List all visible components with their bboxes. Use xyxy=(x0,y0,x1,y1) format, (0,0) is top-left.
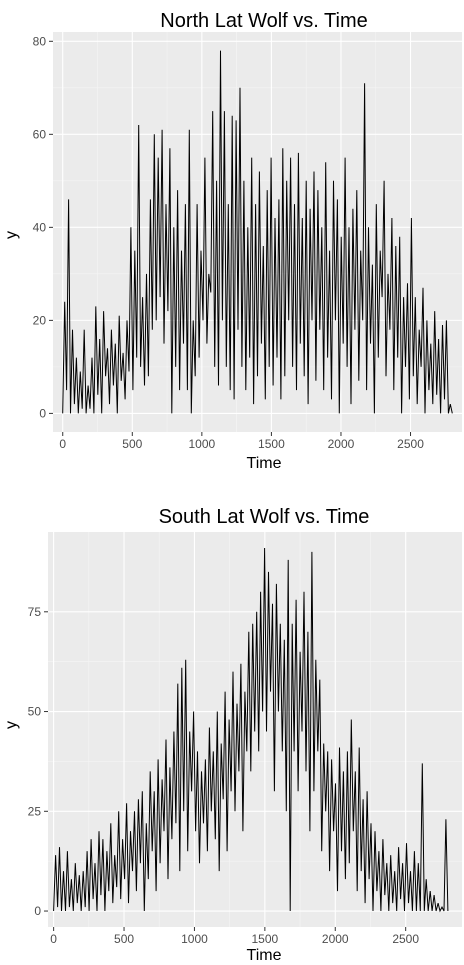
y-tick-label: 80 xyxy=(33,34,47,48)
y-tick-label: 25 xyxy=(28,804,42,818)
y-tick-label: 75 xyxy=(28,605,42,619)
x-tick-label: 1500 xyxy=(252,932,279,946)
x-tick-label: 0 xyxy=(59,437,66,451)
y-tick-label: 40 xyxy=(33,220,47,234)
x-tick-label: 2000 xyxy=(328,437,355,451)
x-axis-title: Time xyxy=(246,947,282,964)
north-lat-wolf-chart: North Lat Wolf vs. Time y Time 0 500 1000 1… xyxy=(0,0,464,482)
y-tick-label: 60 xyxy=(33,127,47,141)
series-line xyxy=(62,50,453,414)
y-tick-label: 0 xyxy=(39,406,46,420)
series-line xyxy=(53,547,449,913)
x-tick-label: 2500 xyxy=(397,437,424,451)
series-path xyxy=(62,50,453,414)
x-tick-label: 1500 xyxy=(258,437,285,451)
x-tick-label: 1000 xyxy=(181,932,208,946)
chart-title: North Lat Wolf vs. Time xyxy=(160,10,368,32)
y-tick-label: 50 xyxy=(28,705,42,719)
x-tick-label: 2500 xyxy=(392,932,419,946)
south-lat-wolf-chart: South Lat Wolf vs. Time y Time 0 500 1000 1… xyxy=(0,500,464,965)
y-tick-label: 20 xyxy=(33,313,47,327)
series-path xyxy=(53,547,449,913)
north-lat-wolf-plot: 0 500 1000 1500 2000 2500 0 20 40 60 80 xyxy=(33,32,462,451)
south-lat-wolf-plot: 0 500 1000 1500 2000 2500 0 25 50 75 xyxy=(28,532,462,946)
x-tick-label: 500 xyxy=(114,932,134,946)
x-tick-label: 1000 xyxy=(189,437,216,451)
x-tick-label: 2000 xyxy=(322,932,349,946)
x-tick-label: 500 xyxy=(122,437,142,451)
x-axis-title: Time xyxy=(246,455,282,472)
x-tick-label: 0 xyxy=(50,932,57,946)
chart-title: South Lat Wolf vs. Time xyxy=(158,506,370,528)
y-tick-label: 0 xyxy=(34,904,41,918)
